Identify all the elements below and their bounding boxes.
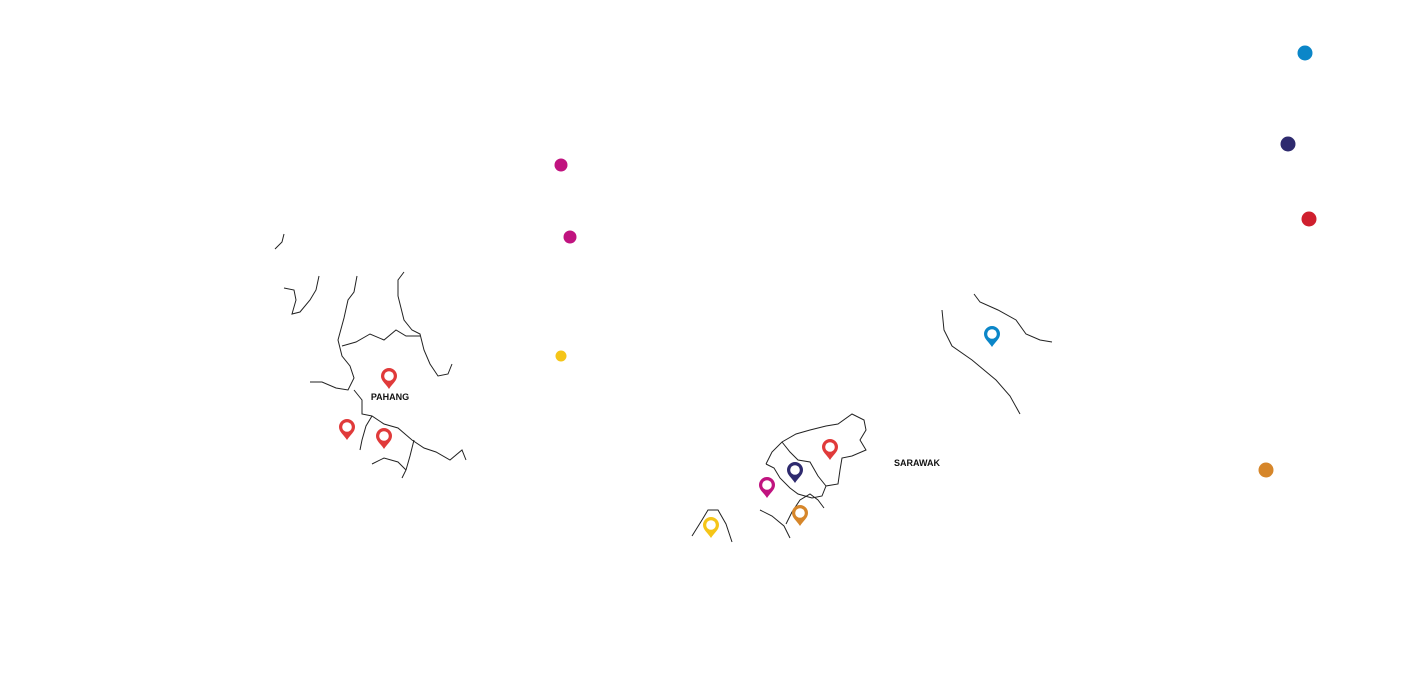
pin <box>339 419 355 440</box>
region-label: PAHANG <box>371 392 409 402</box>
dot <box>554 158 568 172</box>
pin <box>703 517 719 538</box>
dots <box>554 45 1317 478</box>
sarawak-borders <box>691 293 1053 543</box>
region-label: SARAWAK <box>894 458 941 468</box>
dot <box>1301 211 1317 227</box>
dot <box>1258 462 1274 478</box>
dot <box>555 350 567 362</box>
pin <box>381 368 397 389</box>
pin <box>792 505 808 526</box>
dot <box>1297 45 1313 61</box>
pin <box>376 428 392 449</box>
pin <box>787 462 803 483</box>
pin <box>759 477 775 498</box>
pahang-borders <box>274 233 467 479</box>
pin <box>984 326 1000 347</box>
pin <box>822 439 838 460</box>
dot <box>563 230 577 244</box>
dot <box>1280 136 1296 152</box>
location-pins <box>339 326 1000 538</box>
